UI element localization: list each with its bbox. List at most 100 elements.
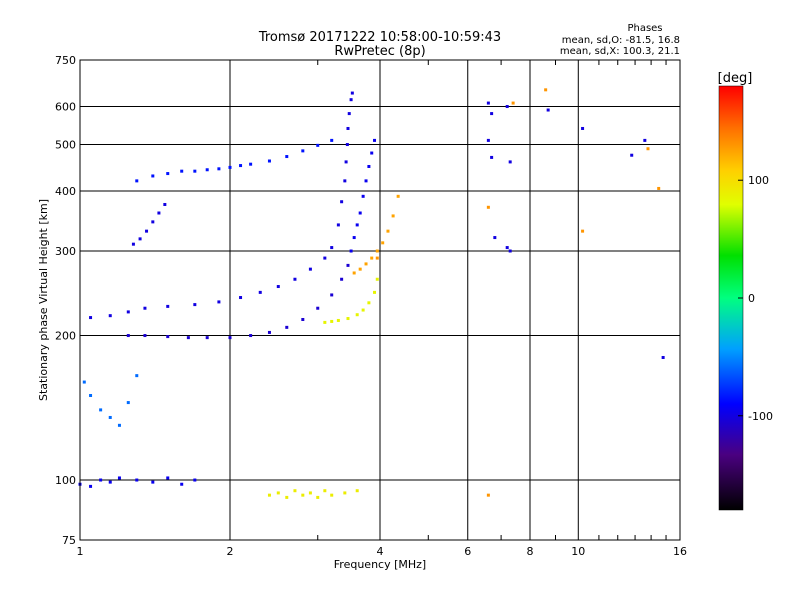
data-point xyxy=(346,263,350,267)
data-point xyxy=(349,249,353,253)
data-point xyxy=(258,290,262,294)
data-point xyxy=(301,149,305,153)
data-point xyxy=(396,194,400,198)
data-point xyxy=(330,138,334,142)
data-point xyxy=(486,138,490,142)
data-point xyxy=(82,380,86,384)
data-point xyxy=(166,476,170,480)
data-point xyxy=(661,355,665,359)
y-axis-label: Stationary phase Virtual Height [km] xyxy=(37,199,50,401)
data-point xyxy=(267,159,271,163)
y-tick-label: 750 xyxy=(55,54,76,67)
data-point xyxy=(131,242,135,246)
data-point xyxy=(285,325,289,329)
data-points xyxy=(78,88,665,499)
data-point xyxy=(143,306,147,310)
data-point xyxy=(228,165,232,169)
data-point xyxy=(135,179,139,183)
x-tick-label: 6 xyxy=(464,545,471,558)
y-tick-label: 400 xyxy=(55,185,76,198)
phases-x-line: mean, sd,X: 100.3, 21.1 xyxy=(560,46,680,57)
colorbar-label: [deg] xyxy=(718,71,753,86)
data-point xyxy=(358,211,362,215)
data-point xyxy=(375,256,379,260)
data-point xyxy=(345,143,349,147)
data-point xyxy=(505,246,509,250)
data-point xyxy=(249,162,253,166)
chart-subtitle: RwPretec (8p) xyxy=(334,44,425,59)
data-point xyxy=(340,277,344,281)
data-point xyxy=(486,493,490,497)
data-point xyxy=(239,164,243,168)
data-point xyxy=(508,160,512,164)
data-point xyxy=(364,262,368,266)
data-point xyxy=(370,256,374,260)
y-tick-label: 600 xyxy=(55,101,76,114)
grid-lines xyxy=(80,60,680,540)
data-point xyxy=(367,301,371,305)
data-point xyxy=(108,314,112,318)
data-point xyxy=(239,296,243,300)
y-tick-label: 500 xyxy=(55,139,76,152)
data-point xyxy=(163,202,167,206)
data-point xyxy=(490,155,494,159)
data-point xyxy=(381,241,385,245)
data-point xyxy=(143,334,147,338)
data-point xyxy=(166,172,170,176)
data-point xyxy=(99,478,103,482)
data-point xyxy=(138,237,142,241)
data-point xyxy=(657,186,661,190)
data-point xyxy=(126,401,130,405)
data-point xyxy=(367,164,371,168)
data-point xyxy=(89,484,93,488)
colorbar-tick-label: -100 xyxy=(748,410,773,423)
data-point xyxy=(193,169,197,173)
data-point xyxy=(346,317,350,321)
data-point xyxy=(336,223,340,227)
data-point xyxy=(350,91,354,95)
data-point xyxy=(316,306,320,310)
colorbar-tick-label: 0 xyxy=(748,292,755,305)
data-point xyxy=(166,335,170,339)
data-point xyxy=(108,415,112,419)
plot-frame xyxy=(79,59,681,541)
data-point xyxy=(343,179,347,183)
y-tick-label: 200 xyxy=(55,330,76,343)
data-point xyxy=(151,480,155,484)
data-point xyxy=(323,320,327,324)
x-tick-label: 16 xyxy=(673,545,687,558)
data-point xyxy=(166,304,170,308)
data-point xyxy=(126,310,130,314)
data-point xyxy=(316,143,320,147)
data-point xyxy=(151,174,155,178)
data-point xyxy=(340,200,344,204)
data-point xyxy=(344,160,348,164)
y-tick-label: 300 xyxy=(55,245,76,258)
data-point xyxy=(157,211,161,215)
data-point xyxy=(347,112,351,116)
data-point xyxy=(180,482,184,486)
data-point xyxy=(355,223,359,227)
data-point xyxy=(508,249,512,253)
data-point xyxy=(301,493,305,497)
data-point xyxy=(355,489,359,493)
y-axis-ticks: 75 100 200 300 400 500 600 750 xyxy=(55,54,76,547)
data-point xyxy=(193,478,197,482)
data-point xyxy=(135,478,139,482)
data-point xyxy=(391,214,395,218)
data-point xyxy=(301,317,305,321)
data-point xyxy=(373,290,377,294)
x-tick-label: 10 xyxy=(571,545,585,558)
data-point xyxy=(511,101,515,105)
data-point xyxy=(630,153,634,157)
data-point xyxy=(355,313,359,317)
data-point xyxy=(349,98,353,102)
data-point xyxy=(486,205,490,209)
data-point xyxy=(343,491,347,495)
data-point xyxy=(267,493,271,497)
data-point xyxy=(117,423,121,427)
phases-heading: Phases xyxy=(627,23,662,34)
colorbar-ticks: 100 0 -100 xyxy=(738,174,773,423)
data-point xyxy=(276,285,280,289)
